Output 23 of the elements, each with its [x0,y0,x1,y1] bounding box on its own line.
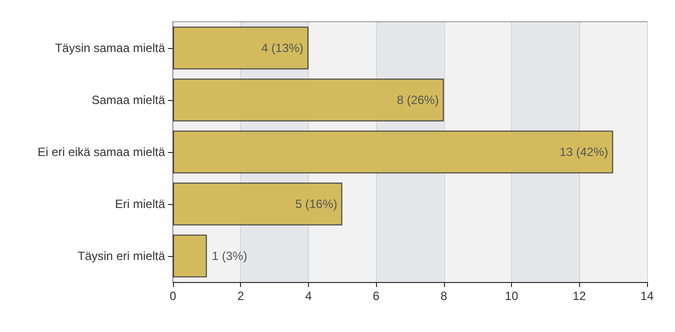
y-tick-label: Samaa mieltä [92,93,166,107]
x-tick-label: 0 [170,289,177,303]
y-tick-label: Ei eri eikä samaa mieltä [38,145,166,159]
x-tick-label: 6 [372,289,380,303]
data-label: 8 (26%) [396,93,439,107]
bar [173,26,308,70]
x-tick-label: 4 [305,289,312,303]
y-tick-label: Eri mieltä [114,197,166,211]
bar [173,234,207,278]
x-tick-label: 14 [640,289,654,303]
x-tick-label: 10 [504,289,519,303]
data-label: 4 (13%) [261,41,304,55]
x-tick-label: 8 [440,289,448,303]
data-label: 13 (42%) [559,145,608,159]
data-label: 1 (3%) [212,249,248,263]
y-tick-label: Täysin eri mieltä [78,249,166,263]
bar [173,78,444,122]
y-tick-label: Täysin samaa mieltä [54,41,166,55]
bar [173,182,342,226]
data-label: 5 (16%) [295,197,338,211]
bar [173,130,614,174]
x-tick-label: 2 [237,289,244,303]
x-tick-label: 12 [572,289,586,303]
